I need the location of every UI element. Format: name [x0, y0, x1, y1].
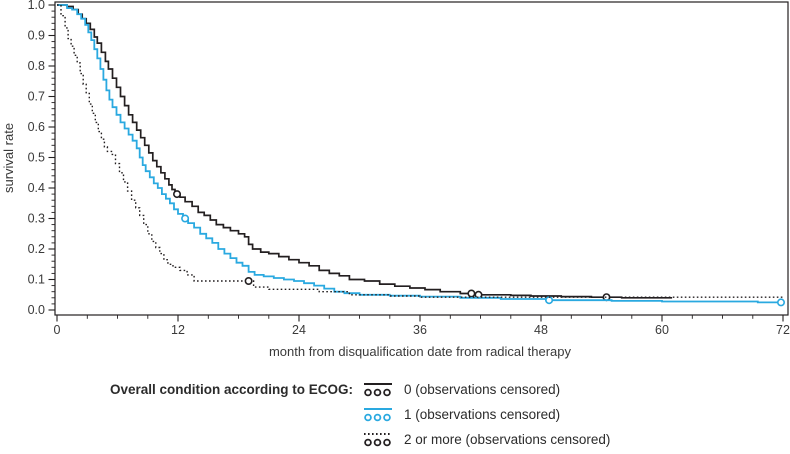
- legend-entry-ecog-1: 1 (observations censored): [362, 406, 610, 423]
- censored-marker-icon: [373, 438, 382, 447]
- legend-entry-label: 2 or more (observations censored): [404, 432, 611, 447]
- x-tick-label: 60: [655, 323, 669, 337]
- censored-marker-icon: [776, 298, 785, 307]
- legend-entry-label: 1 (observations censored): [404, 407, 561, 422]
- survival-plot: survival rate month from disqualificatio…: [1, 0, 790, 359]
- censored-marker-icon: [364, 438, 372, 447]
- y-tick-label: 1.0: [28, 0, 45, 12]
- survival-curve-ecog-2-or-more: [57, 4, 783, 298]
- y-tick-label: 0.9: [28, 29, 45, 43]
- censored-marker-icon: [545, 296, 554, 305]
- x-tick-label: 12: [171, 323, 185, 337]
- y-tick-label: 0.7: [28, 90, 45, 104]
- x-tick-label: 0: [54, 323, 61, 337]
- legend-entries: 0 (observations censored) 1 (observation…: [362, 381, 610, 448]
- x-tick-label: 36: [413, 323, 427, 337]
- censored-marker-icon: [383, 438, 391, 447]
- y-tick-label: 0.6: [28, 120, 45, 134]
- plot-frame: [54, 1, 789, 316]
- x-tick-label: 48: [534, 323, 548, 337]
- y-tick-label: 0.5: [28, 151, 45, 165]
- censored-marker-icon: [181, 214, 190, 223]
- legend-entry-label: 0 (observations censored): [404, 382, 561, 397]
- legend-swatch-ecog-0-censored-markers-icon: [362, 381, 396, 398]
- legend-title: Overall condition according to ECOG:: [110, 382, 354, 397]
- x-tick-label: 24: [292, 323, 306, 337]
- censored-marker-icon: [373, 413, 382, 422]
- censored-marker-icon: [383, 388, 391, 397]
- y-tick-label: 0.3: [28, 212, 45, 226]
- censored-marker-icon: [244, 276, 253, 285]
- y-axis-title: survival rate: [1, 123, 16, 193]
- censored-marker-icon: [467, 289, 476, 298]
- survival-curve-ecog-0: [57, 4, 673, 299]
- x-axis-title: month from disqualification date from ra…: [269, 344, 572, 359]
- y-tick-label: 0.8: [28, 59, 45, 73]
- y-tick-label: 0.2: [28, 242, 45, 256]
- legend-swatch-ecog-2-or-more-censored-markers-icon: [362, 431, 396, 448]
- y-tick-label: 0.4: [28, 181, 45, 195]
- censored-marker-icon: [364, 388, 372, 397]
- legend: Overall condition according to ECOG: 0 (…: [110, 381, 790, 448]
- censored-marker-icon: [383, 413, 391, 422]
- y-tick-label: 0.1: [28, 273, 45, 287]
- censored-marker-icon: [173, 190, 182, 199]
- survival-curve-ecog-1: [57, 4, 783, 304]
- legend-swatch-ecog-1-censored-markers-icon: [362, 406, 396, 423]
- censored-marker-icon: [364, 413, 372, 422]
- y-tick-label: 0.0: [28, 303, 45, 317]
- legend-entry-ecog-0: 0 (observations censored): [362, 381, 610, 398]
- x-tick-label: 72: [776, 323, 790, 337]
- censored-marker-icon: [373, 388, 382, 397]
- legend-entry-ecog-2-or-more: 2 or more (observations censored): [362, 431, 610, 448]
